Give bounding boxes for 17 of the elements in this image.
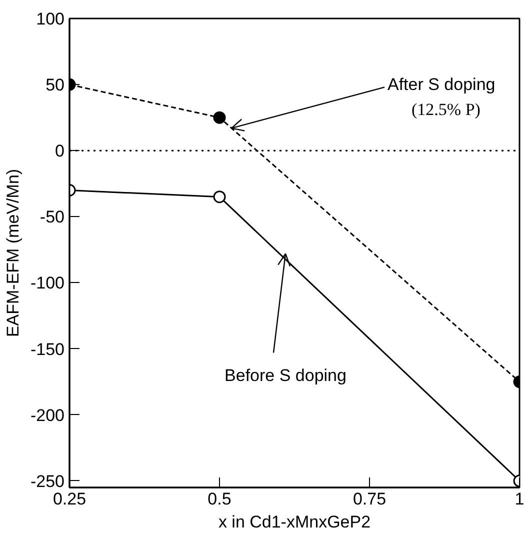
annotation: (12.5% P) xyxy=(412,100,480,120)
annotation: Before S doping xyxy=(224,366,346,385)
annotation: After S doping xyxy=(388,75,496,94)
y-axis-title: EAFM-EFM (meV/Mn) xyxy=(3,168,22,338)
x-axis-title: x in Cd1-xMnxGeP2 xyxy=(218,512,371,532)
y-tick-label: 0 xyxy=(55,142,65,161)
y-tick-label: 50 xyxy=(46,76,65,95)
x-tick-label: 0.25 xyxy=(52,490,86,508)
y-tick-label: -200 xyxy=(30,406,65,425)
y-tick-label: -50 xyxy=(40,208,65,227)
y-tick-label: -100 xyxy=(30,274,65,293)
y-tick-label: 100 xyxy=(36,10,65,28)
x-tick-label: 0.5 xyxy=(208,490,232,508)
x-tick-label: 1 xyxy=(514,490,524,508)
y-tick-label: -250 xyxy=(30,472,65,491)
x-tick-label: 0.75 xyxy=(352,490,386,508)
y-tick-label: -150 xyxy=(30,340,65,359)
